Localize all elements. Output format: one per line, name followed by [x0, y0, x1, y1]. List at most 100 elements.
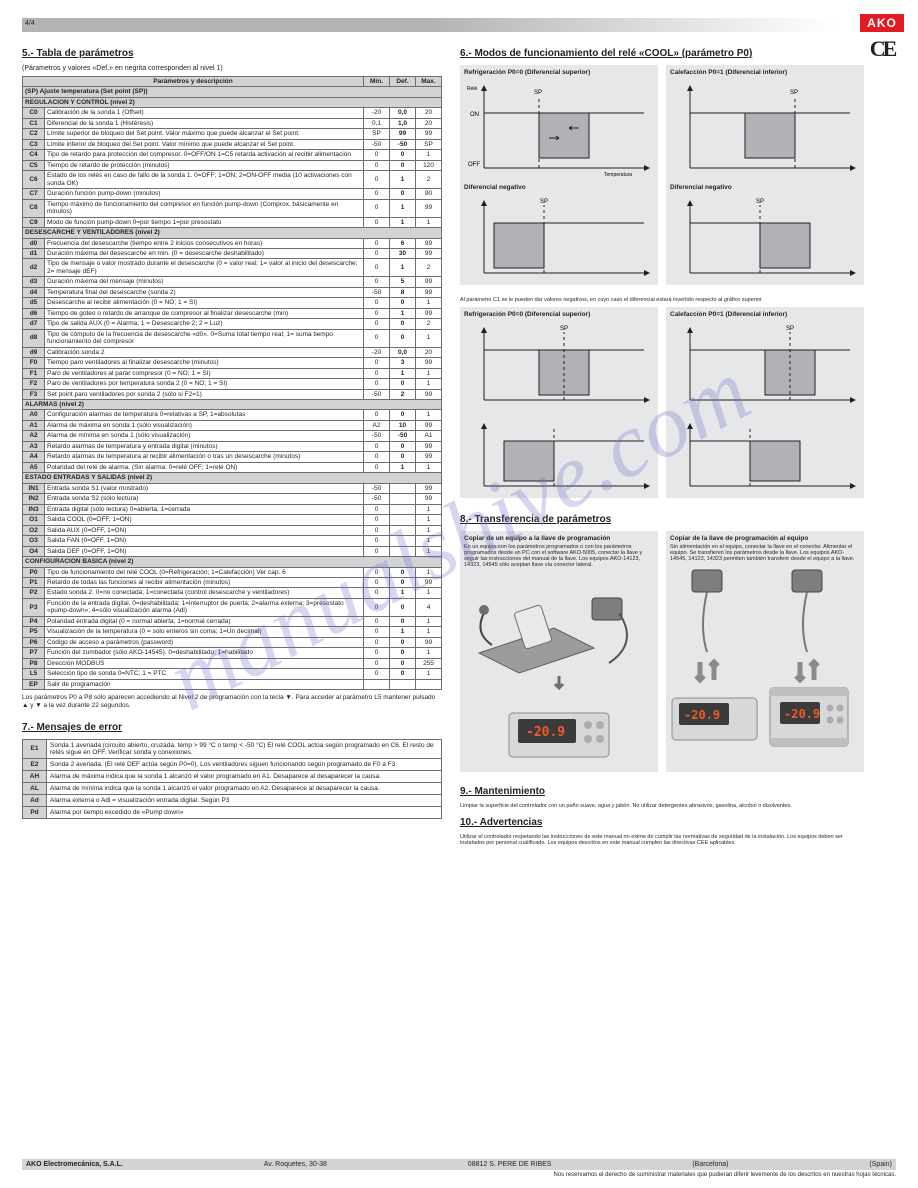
param-def: 1 [390, 171, 416, 189]
param-def: 0 [390, 452, 416, 462]
diag-b-left-title: Refrigeración P0=0 (Diferencial superior… [464, 311, 654, 318]
param-row: O2Salida AUX (0=OFF, 1=ON)01 [23, 525, 442, 535]
diagram-refrig-b: Refrigeración P0=0 (Diferencial superior… [460, 307, 658, 498]
param-max: 99 [416, 248, 442, 258]
copy-from-key-panel: Copiar de la llave de programación al eq… [666, 531, 864, 772]
error-row: PdAlarma por tiempo excedido de «Pump do… [23, 806, 442, 818]
param-max: 99 [416, 389, 442, 399]
col-min: Min. [364, 77, 390, 87]
param-min: 0 [364, 567, 390, 577]
param-row: C4Tipo de retardo para protección del co… [23, 150, 442, 160]
error-row: AdAlarma externa o Adl = visualización e… [23, 794, 442, 806]
param-def: 3 [390, 358, 416, 368]
error-desc: Sonda 1 averiada (circuito abierto, cruz… [47, 739, 442, 758]
param-max: 1 [416, 150, 442, 160]
param-code: A2 [23, 431, 45, 441]
param-row: A0Configuración alarmas de temperatura 0… [23, 410, 442, 420]
param-min: 0 [364, 410, 390, 420]
param-code: P3 [23, 598, 45, 616]
param-desc: Tiempo de goteo o retardo de arranque de… [45, 308, 364, 318]
param-desc: Calibración sonda 2 [45, 347, 364, 357]
param-def [390, 515, 416, 525]
param-max: 1 [416, 217, 442, 227]
param-code: d0 [23, 238, 45, 248]
param-code: C5 [23, 160, 45, 170]
param-max: 99 [416, 358, 442, 368]
param-def: 0 [390, 319, 416, 329]
param-min: 0 [364, 277, 390, 287]
param-desc: Tiempo de retardo de protección (minutos… [45, 160, 364, 170]
param-code: C6 [23, 171, 45, 189]
controller-front-icon: -20.9 [504, 705, 614, 765]
param-min: 0 [364, 298, 390, 308]
param-desc: Salida FAN (0=OFF, 1=ON) [45, 536, 364, 546]
param-desc: Tipo de retardo para protección del comp… [45, 150, 364, 160]
error-desc: Alarma de mínima indica que la sonda 1 a… [47, 782, 442, 794]
param-max: 20 [416, 108, 442, 118]
param-max: 255 [416, 658, 442, 668]
param-code: P0 [23, 567, 45, 577]
param-max: 1 [416, 462, 442, 472]
param-min: 0 [364, 627, 390, 637]
error-code: Pd [23, 806, 47, 818]
param-row: O3Salida FAN (0=OFF, 1=ON)01 [23, 536, 442, 546]
param-min: 0 [364, 648, 390, 658]
param-min: 0 [364, 329, 390, 347]
param-row: A1Alarma de máxima en sonda 1 (sólo visu… [23, 420, 442, 430]
param-row: P2Estado sonda 2. 0=no conectada; 1=cone… [23, 588, 442, 598]
param-code: P8 [23, 658, 45, 668]
param-def: -50 [390, 139, 416, 149]
param-desc: Retardo alarmas de temperatura y entrada… [45, 441, 364, 451]
param-desc: Tipo de mensaje o valor mostrado durante… [45, 259, 364, 277]
param-code: A3 [23, 441, 45, 451]
param-max: 2 [416, 319, 442, 329]
svg-text:-20.9: -20.9 [526, 725, 565, 740]
param-min: 0 [364, 217, 390, 227]
param-max: 99 [416, 420, 442, 430]
param-row: P5Visualización de la temperatura (0 = s… [23, 627, 442, 637]
param-max: 99 [416, 199, 442, 217]
param-row: C3Límite inferior de bloqueo del Set poi… [23, 139, 442, 149]
param-row: P8Dirección MODBUS00255 [23, 658, 442, 668]
param-min [364, 679, 390, 689]
param-row: P0Tipo de funcionamiento del relé COOL (… [23, 567, 442, 577]
param-code: F1 [23, 368, 45, 378]
param-min: 0 [364, 238, 390, 248]
param-min: 0 [364, 150, 390, 160]
param-def: 0 [390, 441, 416, 451]
param-row: A3Retardo alarmas de temperatura y entra… [23, 441, 442, 451]
footer-company: AKO Electromecánica, S.A.L. [26, 1161, 123, 1168]
param-def [390, 525, 416, 535]
error-code: Ad [23, 794, 47, 806]
param-desc: Temperatura final del desescarche (sonda… [45, 287, 364, 297]
param-max: 20 [416, 347, 442, 357]
diagram-heat-a: Calefacción P0=1 (Diferencial inferior) … [666, 65, 864, 285]
param-def: 30 [390, 248, 416, 258]
svg-text:Relé: Relé [467, 86, 478, 92]
params-footnote: Los parámetros P0 a P8 sólo aparecen acc… [22, 694, 442, 710]
param-desc: Selección tipo de sonda 0=NTC; 1 = PTC [45, 669, 364, 679]
error-desc: Alarma de máxima indica que la sonda 1 a… [47, 770, 442, 782]
param-code: EP [23, 679, 45, 689]
copy-to-key-body: En un equipo con los parámetros programa… [464, 544, 654, 568]
param-row: d8Tipo de cómputo de la frecuencia de de… [23, 329, 442, 347]
param-code: C9 [23, 217, 45, 227]
param-desc: Tipo de cómputo de la frecuencia de dese… [45, 329, 364, 347]
param-max: 1 [416, 648, 442, 658]
copy-to-key-panel: Copiar de un equipo a la llave de progra… [460, 531, 658, 772]
param-desc: Límite superior de bloqueo del Set point… [45, 129, 364, 139]
params-table: Parámetros y descripción Min. Def. Max. … [22, 76, 442, 690]
col-desc: Parámetros y descripción [23, 77, 364, 87]
param-max: 1 [416, 567, 442, 577]
param-max: 2 [416, 171, 442, 189]
param-max: 99 [416, 238, 442, 248]
param-min: 0 [364, 259, 390, 277]
param-desc: Función de la entrada digital. 0=deshabi… [45, 598, 364, 616]
param-desc: Duración máxima del desescarche en min. … [45, 248, 364, 258]
param-desc: Tiempo máximo de funcionamiento del comp… [45, 199, 364, 217]
param-row: d4Temperatura final del desescarche (son… [23, 287, 442, 297]
param-min: -20 [364, 347, 390, 357]
param-min: 0 [364, 588, 390, 598]
svg-text:SP: SP [534, 90, 542, 96]
param-code: d4 [23, 287, 45, 297]
